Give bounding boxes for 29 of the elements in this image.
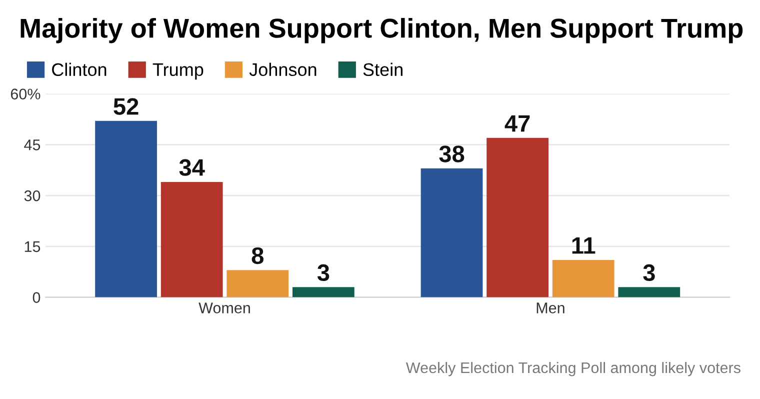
data-label: 52 bbox=[114, 98, 138, 115]
data-label: 8 bbox=[252, 247, 264, 264]
y-tick-label: 45 bbox=[24, 140, 40, 150]
text: Weekly Election Tracking Poll among likely voters bbox=[406, 362, 740, 376]
legend-label: Johnson bbox=[249, 62, 316, 76]
y-tick-label: 30 bbox=[24, 190, 40, 202]
legend-label: Clinton bbox=[52, 62, 106, 76]
data-label: 47 bbox=[504, 115, 530, 132]
data-label: 38 bbox=[439, 146, 464, 162]
y-tick-label: 0 bbox=[32, 292, 40, 303]
x-tick-label: Women bbox=[198, 302, 250, 314]
legend-label: Stein bbox=[363, 62, 402, 76]
bar bbox=[160, 182, 223, 298]
data-label: 11 bbox=[572, 237, 596, 254]
y-tick-label: 15 bbox=[24, 241, 40, 252]
bar bbox=[226, 270, 289, 298]
data-label: 3 bbox=[317, 264, 330, 282]
data-label: 3 bbox=[643, 264, 655, 282]
bar bbox=[486, 138, 549, 298]
bar bbox=[552, 260, 614, 298]
bar bbox=[420, 168, 483, 298]
y-tick-label: 60% bbox=[10, 88, 40, 100]
x-tick-label: Men bbox=[536, 302, 564, 314]
bar bbox=[95, 120, 157, 298]
legend-label: Trump bbox=[152, 63, 204, 80]
data-label: 34 bbox=[179, 159, 205, 176]
bar bbox=[292, 287, 354, 298]
bar bbox=[618, 287, 680, 298]
chart-title: Majority of Women Support Clinton, Men Support Trump bbox=[20, 18, 743, 44]
